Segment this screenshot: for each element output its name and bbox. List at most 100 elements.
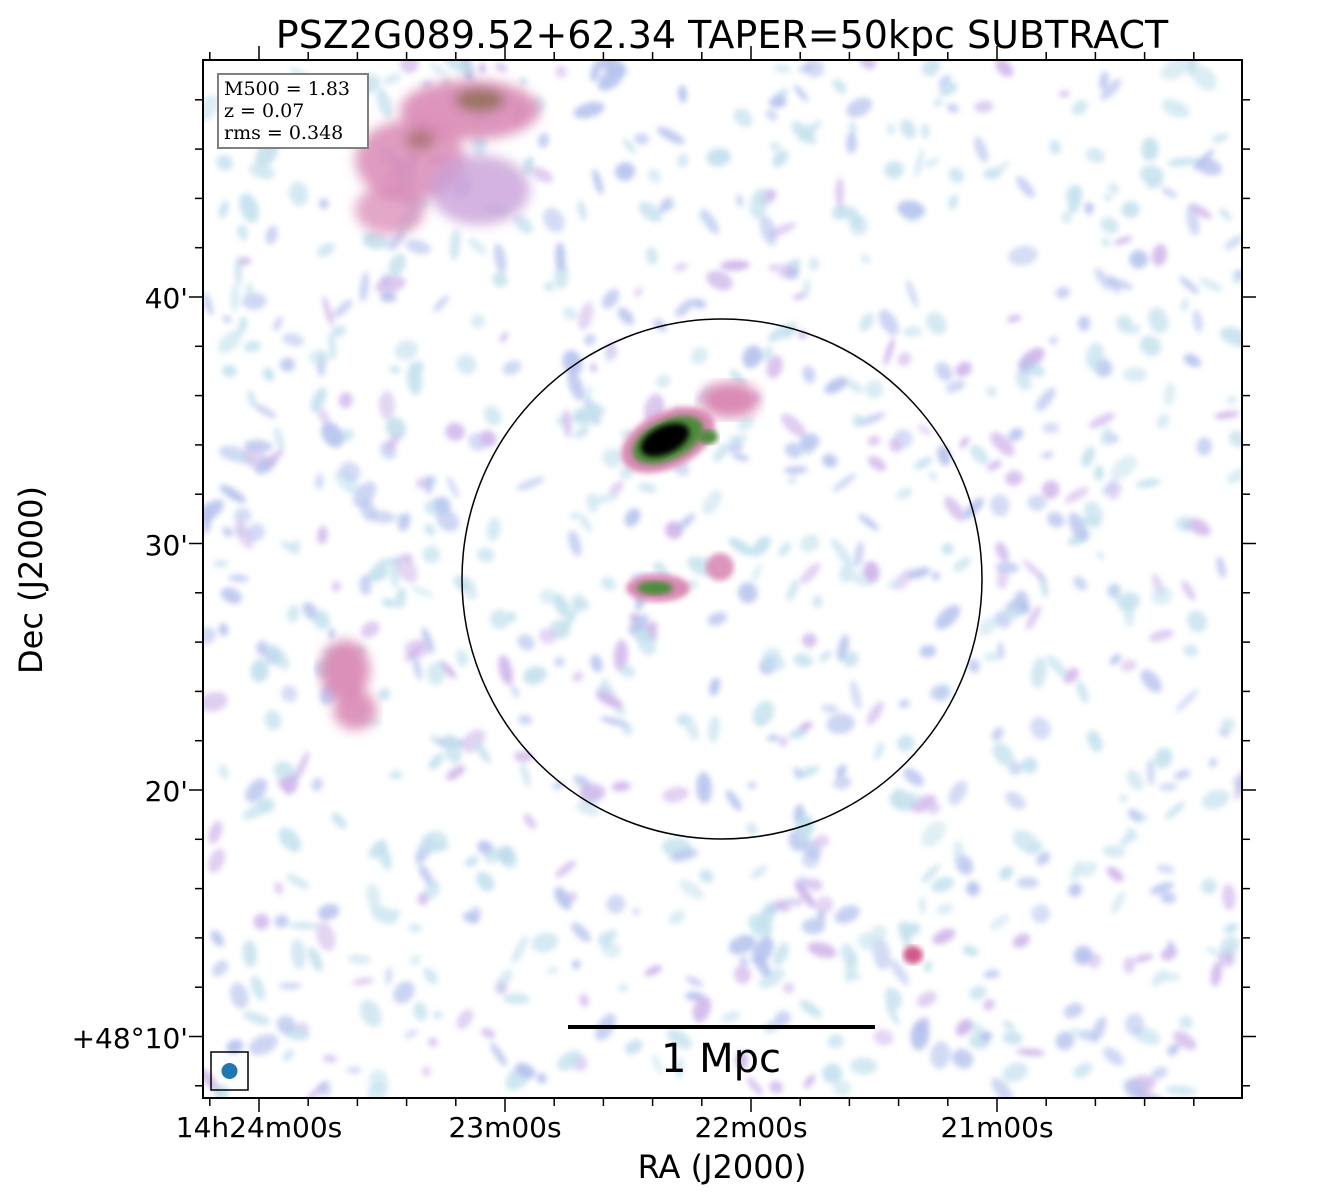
- noise-speckle: [538, 628, 557, 645]
- noise-speckle: [645, 246, 658, 266]
- noise-speckle: [567, 371, 585, 401]
- noise-speckle: [1005, 470, 1023, 486]
- noise-speckle: [773, 942, 790, 967]
- noise-speckle: [568, 530, 582, 557]
- noise-speckle: [1226, 467, 1242, 484]
- noise-speckle: [393, 981, 415, 1004]
- noise-speckle: [778, 735, 789, 748]
- noise-speckle: [1068, 512, 1088, 542]
- noise-speckle: [555, 860, 577, 878]
- noise-speckle: [786, 578, 800, 602]
- noise-speckle: [1192, 149, 1215, 171]
- noise-speckle: [278, 827, 302, 853]
- noise-speckle: [1035, 387, 1056, 412]
- noise-speckle: [573, 426, 590, 439]
- x-tick-label: 21m00s: [940, 1111, 1053, 1144]
- noise-speckle: [974, 136, 989, 163]
- noise-speckle: [795, 881, 816, 909]
- noise-speckle: [699, 869, 714, 883]
- noise-speckle: [490, 1042, 507, 1067]
- noise-speckle: [278, 982, 302, 990]
- noise-speckle: [266, 643, 290, 670]
- noise-speckle: [824, 376, 849, 394]
- noise-speckle: [522, 156, 535, 176]
- noise-speckle: [696, 771, 712, 804]
- noise-speckle: [742, 345, 762, 369]
- noise-speckle: [728, 537, 754, 556]
- noise-speckle: [378, 687, 391, 701]
- y-tick-label: 20': [145, 775, 188, 808]
- noise-speckle: [421, 627, 435, 654]
- noise-speckle: [887, 122, 896, 136]
- noise-speckle: [280, 540, 300, 555]
- noise-speckle: [248, 1033, 278, 1056]
- noise-speckle: [264, 709, 282, 731]
- axes-frame: [202, 59, 1243, 1099]
- noise-speckle: [244, 439, 273, 453]
- noise-speckle: [1196, 437, 1212, 456]
- noise-speckle: [835, 177, 845, 208]
- noise-speckle: [1012, 933, 1030, 948]
- noise-speckle: [619, 466, 634, 480]
- noise-speckle: [476, 547, 495, 563]
- noise-speckle: [422, 545, 441, 564]
- noise-speckle: [896, 487, 913, 500]
- noise-speckle: [638, 201, 662, 223]
- noise-speckle: [575, 802, 600, 816]
- noise-speckle: [833, 540, 853, 568]
- x-tick-label: 14h24m00s: [176, 1111, 343, 1144]
- noise-speckle: [853, 541, 864, 568]
- noise-speckle: [494, 62, 508, 73]
- noise-speckle: [323, 1054, 337, 1063]
- noise-speckle: [885, 1001, 900, 1026]
- noise-speckle: [262, 367, 275, 382]
- noise-speckle: [985, 385, 998, 398]
- noise-speckle: [276, 1015, 296, 1034]
- noise-speckle: [926, 312, 947, 335]
- noise-speckle: [1080, 861, 1098, 878]
- noise-speckle: [246, 523, 265, 542]
- noise-speckle: [317, 525, 328, 545]
- noise-speckle: [858, 513, 879, 531]
- noise-speckle: [1140, 669, 1162, 693]
- noise-speckle: [1180, 297, 1189, 313]
- noise-speckle: [996, 569, 1009, 590]
- noise-speckle: [291, 539, 302, 550]
- noise-speckle: [655, 374, 671, 388]
- noise-speckle: [445, 422, 465, 441]
- noise-speckle: [250, 659, 269, 683]
- noise-speckle: [624, 508, 641, 527]
- y-tick-label: 40': [145, 282, 188, 315]
- noise-speckle: [819, 649, 833, 663]
- noise-speckle: [887, 579, 901, 590]
- noise-speckle: [446, 476, 459, 499]
- noise-speckle: [842, 651, 859, 667]
- noise-speckle: [347, 954, 372, 965]
- noise-speckle: [370, 905, 398, 925]
- noise-speckle: [480, 1028, 496, 1039]
- noise-speckle: [425, 475, 434, 494]
- noise-speckle: [288, 181, 309, 207]
- x-tick-labels: 14h24m00s 23m00s 22m00s 21m00s: [176, 1111, 1054, 1144]
- noise-speckle: [1211, 133, 1229, 143]
- noise-speckle: [494, 243, 507, 274]
- noise-speckle: [234, 520, 254, 550]
- noise-speckle: [778, 542, 791, 557]
- noise-speckle: [736, 194, 744, 208]
- noise-speckle: [1006, 315, 1022, 323]
- noise-speckle: [931, 571, 940, 581]
- noise-speckle: [334, 469, 360, 494]
- noise-speckle: [1130, 324, 1141, 335]
- noise-speckle: [702, 490, 722, 515]
- noise-speckle: [314, 473, 324, 490]
- noise-speckle: [798, 721, 813, 732]
- noise-speckle: [1110, 455, 1137, 480]
- noise-speckle: [1123, 598, 1135, 628]
- noise-speckle: [1183, 644, 1199, 657]
- noise-speckle: [995, 60, 1014, 77]
- noise-speckle: [379, 292, 397, 303]
- noise-speckle: [399, 60, 419, 74]
- noise-speckle: [1216, 556, 1226, 579]
- noise-speckle: [1186, 204, 1200, 237]
- noise-speckle: [479, 430, 497, 447]
